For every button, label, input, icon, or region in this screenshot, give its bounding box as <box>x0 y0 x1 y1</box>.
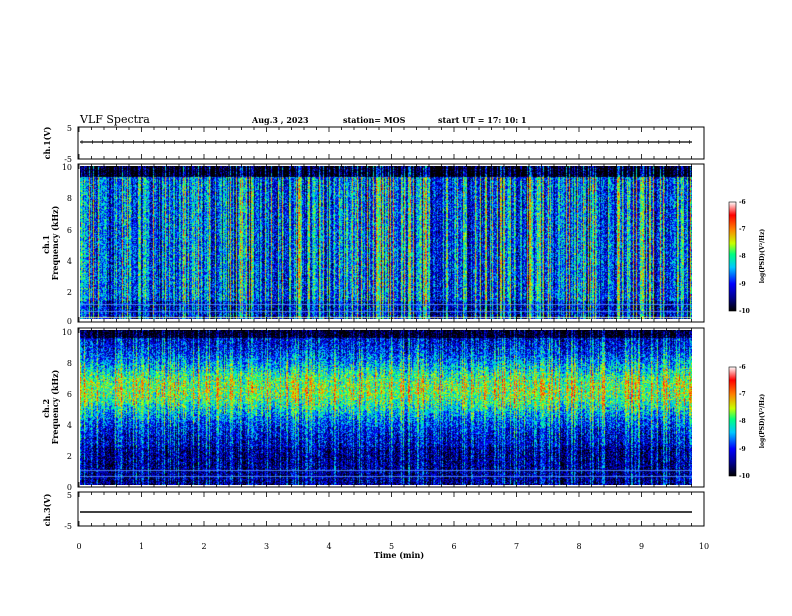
ch3-ytick-bottom: -5 <box>64 522 72 531</box>
time-tick-label-2: 2 <box>201 542 206 551</box>
ch2-colorbar: -6 -7 -8 -9 -10 log(PSD)(V²/Hz) <box>728 364 766 480</box>
ch1-spectrogram-ticks <box>78 164 705 322</box>
ch1-colorbar-tick-m9: -9 <box>739 281 746 288</box>
ch1-spec-ytick-0: 0 <box>67 317 72 326</box>
ch2-spectrogram-ticks <box>78 328 705 487</box>
ch1-colorbar-tick-m10: -10 <box>739 308 750 315</box>
ch1-colorbar-tick-m8: -8 <box>739 253 746 260</box>
ch2-colorbar-tick-m9: -9 <box>739 446 746 453</box>
ch2-colorbar-tick-m8: -8 <box>739 418 746 425</box>
ch1-colorbar-tick-m6: -6 <box>739 199 746 206</box>
time-tick-label-6: 6 <box>451 542 456 551</box>
ch1-ytick-top: 5 <box>67 124 72 133</box>
ch1-waveform-ylabel: ch.1(V) <box>42 126 52 159</box>
time-tick-label-1: 1 <box>139 542 144 551</box>
ch1-waveform-panel: 5 -5 ch.1(V) <box>42 124 705 164</box>
ch3-waveform-panel: 5 -5 ch.3(V) <box>42 491 705 531</box>
ch1-spec-ytick-10: 10 <box>62 163 72 172</box>
ch1-spectrogram-image <box>80 166 692 319</box>
ch2-colorbar-tick-m10: -10 <box>739 473 750 480</box>
figure-title: VLF Spectra <box>79 113 150 126</box>
ch1-spec-ytick-4: 4 <box>67 257 72 266</box>
ch1-spec-ytick-6: 6 <box>67 226 72 235</box>
ch3-waveform-frame <box>77 491 705 527</box>
time-tick-label-7: 7 <box>514 542 519 551</box>
header-date: Aug.3 , 2023 <box>251 115 309 125</box>
ch2-spectrogram-image <box>80 330 692 485</box>
ch2-colorbar-gradient <box>728 366 737 477</box>
ch1-colorbar: -6 -7 -8 -9 -10 log(PSD)(V²/Hz) <box>728 199 766 315</box>
ch2-colorbar-label: log(PSD)(V²/Hz) <box>759 394 766 449</box>
time-tick-label-8: 8 <box>576 542 581 551</box>
ch2-spec-ytick-2: 2 <box>67 452 72 461</box>
ch2-spec-ytick-6: 6 <box>67 390 72 399</box>
ch1-colorbar-tick-m7: -7 <box>739 226 746 233</box>
ch3-waveform-ticks <box>78 492 705 526</box>
ch2-spec-ytick-4: 4 <box>67 421 72 430</box>
ch1-spec-ytick-2: 2 <box>67 288 72 297</box>
ch1-ytick-bottom: -5 <box>64 155 72 164</box>
ch2-spec-ylabel-line2: Frequency (kHz) <box>50 369 60 444</box>
time-tick-label-4: 4 <box>326 542 331 551</box>
time-tick-label-10: 10 <box>699 542 709 551</box>
ch2-spec-ylabel: ch.2 Frequency (kHz) <box>41 369 60 444</box>
ch1-spec-ylabel-line2: Frequency (kHz) <box>50 205 60 280</box>
ch2-spec-ytick-10: 10 <box>62 328 72 337</box>
time-tick-label-3: 3 <box>264 542 269 551</box>
time-axis-label: Time (min) <box>374 550 424 560</box>
ch1-colorbar-gradient <box>728 201 737 312</box>
ch3-ytick-top: 5 <box>67 491 72 500</box>
ch2-spec-ytick-0: 0 <box>67 483 72 492</box>
ch1-spec-ylabel-line1: ch.1 <box>41 235 51 254</box>
ch1-colorbar-label: log(PSD)(V²/Hz) <box>759 229 766 284</box>
ch1-waveform-ticks <box>78 127 705 159</box>
ch2-colorbar-tick-m6: -6 <box>739 364 746 371</box>
ch1-waveform-frame <box>77 126 705 160</box>
time-tick-label-9: 9 <box>639 542 644 551</box>
ch1-spec-ylabel: ch.1 Frequency (kHz) <box>41 205 60 280</box>
header-start-time: start UT = 17: 10: 1 <box>438 115 527 125</box>
ch1-spec-ytick-8: 8 <box>67 194 72 203</box>
ch2-spec-ytick-8: 8 <box>67 359 72 368</box>
ch3-waveform-ylabel: ch.3(V) <box>42 493 52 526</box>
time-tick-label-5: 5 <box>389 542 394 551</box>
ch2-spec-ylabel-line1: ch.2 <box>41 399 51 418</box>
header-station: station= MOS <box>343 115 406 125</box>
ch2-colorbar-tick-m7: -7 <box>739 391 746 398</box>
time-axis-tick-labels: 0 1 2 3 4 5 6 7 8 9 10 <box>76 542 709 551</box>
time-tick-label-0: 0 <box>76 542 81 551</box>
